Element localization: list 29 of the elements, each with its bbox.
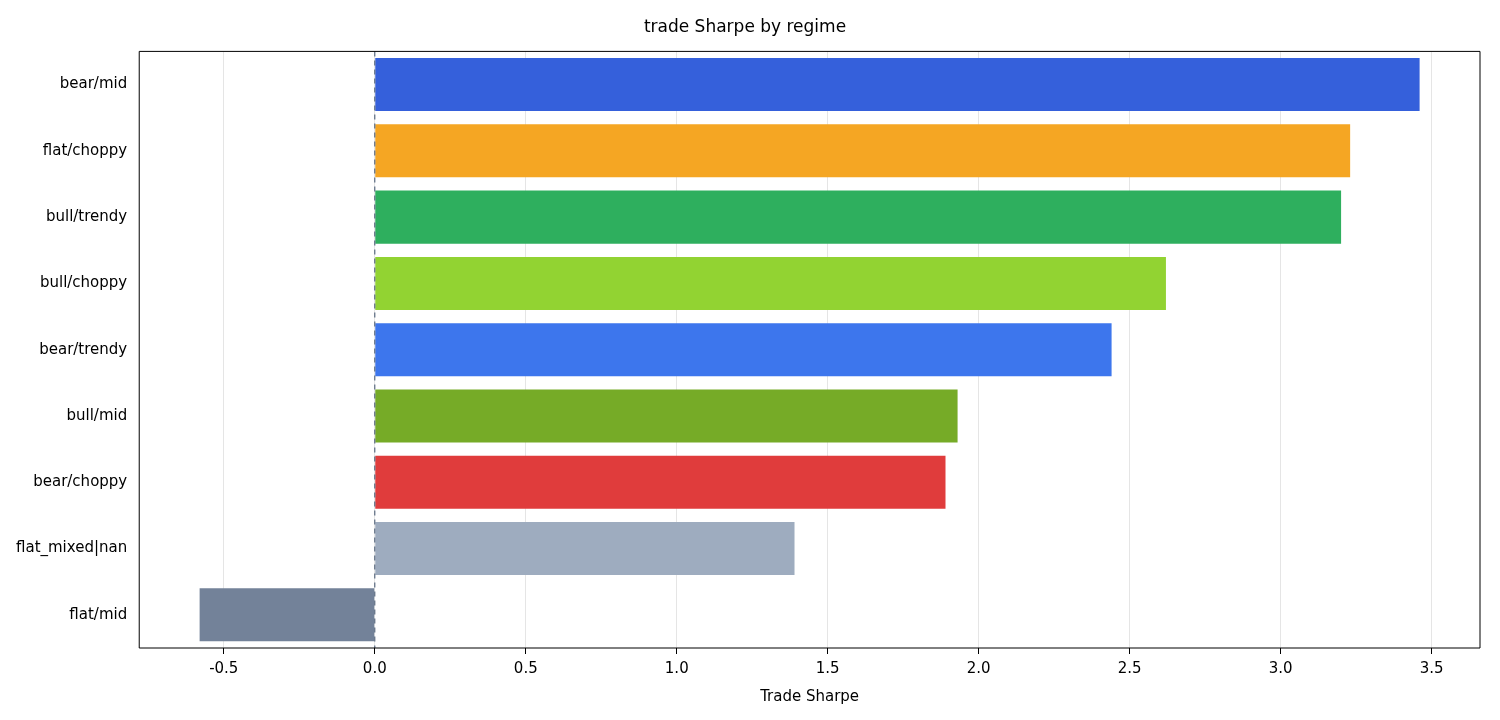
x-axis-title: Trade Sharpe [759, 686, 860, 705]
chart-title: trade Sharpe by regime [643, 15, 847, 36]
y-tick-label: flat/mid [69, 604, 128, 623]
bar [375, 522, 795, 576]
bar [375, 190, 1342, 244]
x-tick-label: 3.5 [1419, 658, 1444, 677]
y-tick-label: flat_mixed|nan [15, 538, 128, 558]
x-tick-label: 1.5 [815, 658, 840, 677]
y-tick-label: bull/mid [66, 405, 128, 424]
bar [375, 455, 946, 509]
x-tick-label: 2.5 [1117, 658, 1142, 677]
y-tick-label: bull/trendy [45, 207, 128, 226]
bar [375, 256, 1166, 310]
x-tick-label: 0.0 [362, 658, 387, 677]
x-tick-label: 3.0 [1268, 658, 1293, 677]
x-tick-label: 0.5 [513, 658, 538, 677]
bar [375, 389, 958, 443]
y-tick-label: bear/mid [59, 74, 128, 93]
x-tick-label: 1.0 [664, 658, 689, 677]
y-tick-label: bear/trendy [39, 339, 128, 358]
x-tick-label: -0.5 [209, 658, 239, 677]
x-tick-label: 2.0 [966, 658, 991, 677]
bar [375, 58, 1420, 112]
bar [375, 323, 1112, 377]
y-tick-label: flat/choppy [42, 140, 128, 159]
bar [199, 588, 375, 642]
y-tick-label: bull/choppy [39, 273, 128, 292]
bar [375, 124, 1351, 178]
y-tick-label: bear/choppy [33, 472, 128, 491]
